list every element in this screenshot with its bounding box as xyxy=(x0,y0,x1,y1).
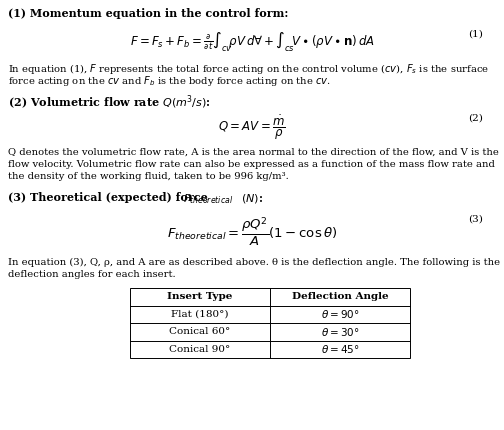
Text: flow velocity. Volumetric flow rate can also be expressed as a function of the m: flow velocity. Volumetric flow rate can … xyxy=(8,160,495,169)
Text: (1) Momentum equation in the control form:: (1) Momentum equation in the control for… xyxy=(8,8,288,19)
Text: In equation (1), $F$ represents the total force acting on the control volume ($c: In equation (1), $F$ represents the tota… xyxy=(8,62,489,76)
Text: the density of the working fluid, taken to be 996 kg/m³.: the density of the working fluid, taken … xyxy=(8,172,289,181)
Text: $\theta = 30°$: $\theta = 30°$ xyxy=(321,326,359,338)
Text: Q denotes the volumetric flow rate, A is the area normal to the direction of the: Q denotes the volumetric flow rate, A is… xyxy=(8,148,499,157)
Text: deflection angles for each insert.: deflection angles for each insert. xyxy=(8,270,175,279)
Text: $Q = AV = \dfrac{\dot{m}}{\rho}$: $Q = AV = \dfrac{\dot{m}}{\rho}$ xyxy=(218,114,286,142)
Text: Insert Type: Insert Type xyxy=(167,292,233,301)
Text: Conical 90°: Conical 90° xyxy=(169,345,231,354)
Text: In equation (3), Q, ρ, and A are as described above. θ is the deflection angle. : In equation (3), Q, ρ, and A are as desc… xyxy=(8,258,500,267)
Text: (2): (2) xyxy=(468,114,483,123)
Text: force acting on the $cv$ and $F_b$ is the body force acting on the $cv$.: force acting on the $cv$ and $F_b$ is th… xyxy=(8,74,331,88)
Text: $F_{theoretical}$: $F_{theoretical}$ xyxy=(183,192,233,206)
Text: Conical 60°: Conical 60° xyxy=(169,327,231,336)
Text: (1): (1) xyxy=(468,30,483,39)
Text: (2) Volumetric flow rate $Q(m^3/s)$:: (2) Volumetric flow rate $Q(m^3/s)$: xyxy=(8,94,211,112)
Text: $\theta = 90°$: $\theta = 90°$ xyxy=(321,308,359,320)
Text: $(N)$:: $(N)$: xyxy=(241,192,263,205)
Text: $\theta = 45°$: $\theta = 45°$ xyxy=(321,343,359,355)
Text: (3) Theoretical (expected) force: (3) Theoretical (expected) force xyxy=(8,192,212,203)
Bar xyxy=(130,288,410,358)
Text: Deflection Angle: Deflection Angle xyxy=(292,292,388,301)
Text: $F_{theoretical} = \dfrac{\rho Q^2}{A}(1 - \cos\theta)$: $F_{theoretical} = \dfrac{\rho Q^2}{A}(1… xyxy=(167,215,337,248)
Text: $F = F_s + F_b = \frac{\partial}{\partial t}\int_{cv}\!\rho V\,d\forall+ \int_{c: $F = F_s + F_b = \frac{\partial}{\partia… xyxy=(130,30,374,54)
Text: Flat (180°): Flat (180°) xyxy=(171,310,229,319)
Text: (3): (3) xyxy=(468,215,483,224)
